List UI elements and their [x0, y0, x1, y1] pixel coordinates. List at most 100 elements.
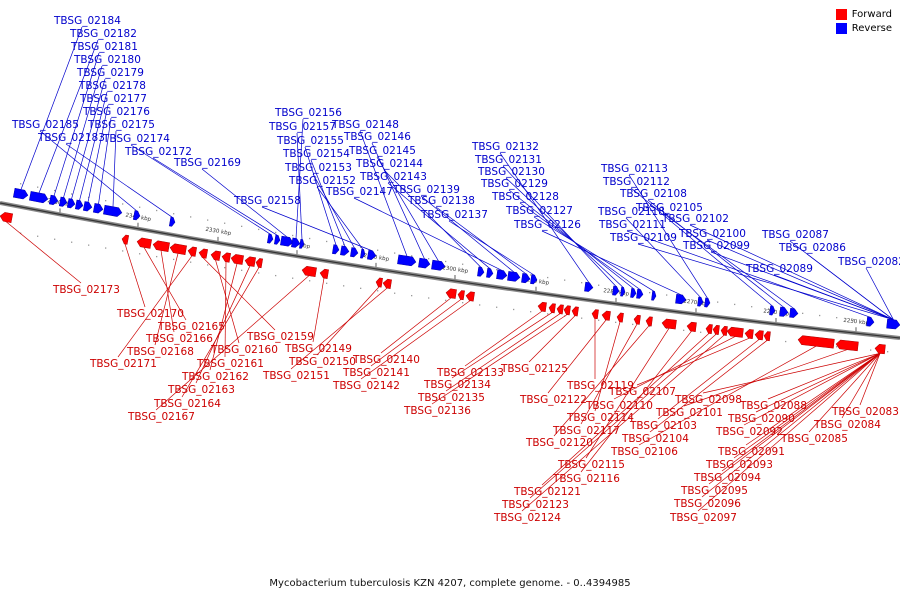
reverse-gene-label[interactable]: TBSG_02087	[761, 229, 829, 241]
forward-gene-label[interactable]: TBSG_02092	[715, 426, 783, 438]
reverse-gene-label[interactable]: TBSG_02169	[173, 157, 241, 169]
forward-gene-label[interactable]: TBSG_02088	[739, 400, 807, 412]
forward-gene-label[interactable]: TBSG_02142	[332, 380, 400, 392]
reverse-gene-label[interactable]: TBSG_02131	[474, 154, 542, 166]
forward-gene-arrow[interactable]	[616, 312, 624, 323]
reverse-gene-label[interactable]: TBSG_02139	[392, 184, 460, 196]
reverse-gene-arrow[interactable]	[697, 296, 704, 307]
reverse-gene-arrow[interactable]	[74, 199, 84, 210]
reverse-gene-label[interactable]: TBSG_02158	[233, 195, 301, 207]
forward-gene-arrow[interactable]	[537, 301, 547, 312]
forward-gene-label[interactable]: TBSG_02151	[262, 370, 330, 382]
reverse-gene-label[interactable]: TBSG_02132	[471, 141, 539, 153]
reverse-gene-label[interactable]: TBSG_02178	[78, 80, 146, 92]
reverse-gene-label[interactable]: TBSG_02180	[73, 54, 141, 66]
reverse-gene-arrow[interactable]	[367, 249, 377, 260]
reverse-gene-label[interactable]: TBSG_02086	[778, 242, 846, 254]
forward-gene-arrow[interactable]	[375, 277, 383, 288]
forward-gene-arrow[interactable]	[255, 258, 263, 269]
reverse-gene-arrow[interactable]	[530, 274, 538, 285]
reverse-gene-label[interactable]: TBSG_02179	[76, 67, 144, 79]
reverse-gene-label[interactable]: TBSG_02185	[11, 119, 79, 131]
reverse-gene-arrow[interactable]	[332, 244, 340, 255]
reverse-gene-arrow[interactable]	[612, 285, 620, 296]
reverse-gene-arrow[interactable]	[12, 188, 29, 200]
forward-gene-label[interactable]: TBSG_02125	[500, 363, 568, 375]
forward-gene-label[interactable]: TBSG_02167	[127, 411, 195, 423]
forward-gene-label[interactable]: TBSG_02090	[727, 413, 795, 425]
reverse-gene-label[interactable]: TBSG_02184	[53, 15, 121, 27]
reverse-gene-label[interactable]: TBSG_02112	[602, 176, 670, 188]
forward-gene-label[interactable]: TBSG_02149	[284, 343, 352, 355]
reverse-gene-label[interactable]: TBSG_02130	[477, 166, 545, 178]
forward-gene-arrow[interactable]	[754, 330, 764, 341]
reverse-gene-arrow[interactable]	[418, 257, 431, 269]
forward-gene-label[interactable]: TBSG_02136	[403, 405, 471, 417]
forward-gene-label[interactable]: TBSG_02164	[153, 398, 221, 410]
forward-gene-label[interactable]: TBSG_02120	[525, 437, 593, 449]
reverse-gene-label[interactable]: TBSG_02089	[745, 263, 813, 275]
forward-gene-label[interactable]: TBSG_02122	[519, 394, 587, 406]
forward-gene-label[interactable]: TBSG_02168	[126, 346, 194, 358]
reverse-gene-arrow[interactable]	[630, 288, 637, 298]
forward-gene-label[interactable]: TBSG_02141	[342, 367, 410, 379]
forward-gene-label[interactable]: TBSG_02093	[705, 459, 773, 471]
forward-gene-arrow[interactable]	[686, 321, 697, 332]
forward-gene-label[interactable]: TBSG_02170	[116, 308, 184, 320]
reverse-gene-label[interactable]: TBSG_02099	[682, 240, 750, 252]
reverse-gene-arrow[interactable]	[507, 271, 521, 282]
forward-gene-label[interactable]: TBSG_02085	[780, 433, 848, 445]
forward-gene-label[interactable]: TBSG_02083	[831, 406, 899, 418]
forward-gene-label[interactable]: TBSG_02166	[145, 333, 213, 345]
forward-gene-arrow[interactable]	[244, 256, 256, 267]
reverse-gene-label[interactable]: TBSG_02157	[268, 121, 336, 133]
reverse-gene-arrow[interactable]	[866, 316, 875, 327]
forward-gene-arrow[interactable]	[319, 268, 329, 279]
reverse-gene-label[interactable]: TBSG_02154	[282, 148, 350, 160]
forward-gene-arrow[interactable]	[633, 314, 641, 325]
reverse-gene-arrow[interactable]	[704, 297, 711, 308]
reverse-gene-arrow[interactable]	[82, 201, 93, 212]
forward-gene-arrow[interactable]	[187, 246, 198, 257]
forward-gene-arrow[interactable]	[445, 288, 457, 299]
forward-gene-arrow[interactable]	[221, 252, 231, 263]
reverse-gene-arrow[interactable]	[636, 288, 644, 299]
reverse-gene-arrow[interactable]	[769, 305, 776, 316]
forward-gene-label[interactable]: TBSG_02084	[813, 419, 881, 431]
forward-gene-arrow[interactable]	[556, 304, 564, 315]
forward-gene-arrow[interactable]	[382, 278, 392, 289]
forward-gene-arrow[interactable]	[198, 248, 209, 259]
forward-gene-label[interactable]: TBSG_02160	[210, 344, 278, 356]
legend-item-forward[interactable]: Forward	[835, 9, 892, 20]
forward-gene-label[interactable]: TBSG_02173	[52, 284, 120, 296]
forward-gene-label[interactable]: TBSG_02161	[196, 358, 264, 370]
forward-gene-arrow[interactable]	[210, 250, 221, 261]
reverse-gene-label[interactable]: TBSG_02174	[102, 133, 170, 145]
forward-gene-label[interactable]: TBSG_02107	[608, 386, 676, 398]
forward-gene-arrow[interactable]	[0, 212, 14, 224]
reverse-gene-arrow[interactable]	[299, 238, 305, 249]
reverse-gene-label[interactable]: TBSG_02183	[37, 132, 105, 144]
reverse-gene-label[interactable]: TBSG_02113	[600, 163, 668, 175]
reverse-gene-arrow[interactable]	[360, 248, 366, 259]
reverse-gene-label[interactable]: TBSG_02181	[70, 41, 138, 53]
forward-gene-label[interactable]: TBSG_02135	[417, 392, 485, 404]
forward-gene-arrow[interactable]	[457, 290, 465, 301]
forward-gene-arrow[interactable]	[720, 326, 728, 336]
forward-gene-label[interactable]: TBSG_02165	[157, 321, 225, 333]
forward-gene-label[interactable]: TBSG_02101	[655, 407, 723, 419]
forward-gene-label[interactable]: TBSG_02104	[621, 433, 689, 445]
reverse-gene-label[interactable]: TBSG_02127	[505, 205, 573, 217]
reverse-gene-label[interactable]: TBSG_02155	[276, 135, 344, 147]
forward-gene-arrow[interactable]	[835, 339, 859, 352]
forward-gene-arrow[interactable]	[563, 305, 571, 316]
forward-gene-arrow[interactable]	[661, 318, 677, 330]
forward-gene-arrow[interactable]	[712, 325, 720, 335]
reverse-gene-label[interactable]: TBSG_02144	[355, 158, 423, 170]
forward-gene-label[interactable]: TBSG_02095	[680, 485, 748, 497]
forward-gene-arrow[interactable]	[726, 326, 744, 338]
reverse-gene-arrow[interactable]	[789, 307, 799, 318]
forward-gene-arrow[interactable]	[874, 344, 886, 355]
reverse-gene-label[interactable]: TBSG_02126	[513, 219, 581, 231]
reverse-gene-label[interactable]: TBSG_02152	[288, 175, 356, 187]
